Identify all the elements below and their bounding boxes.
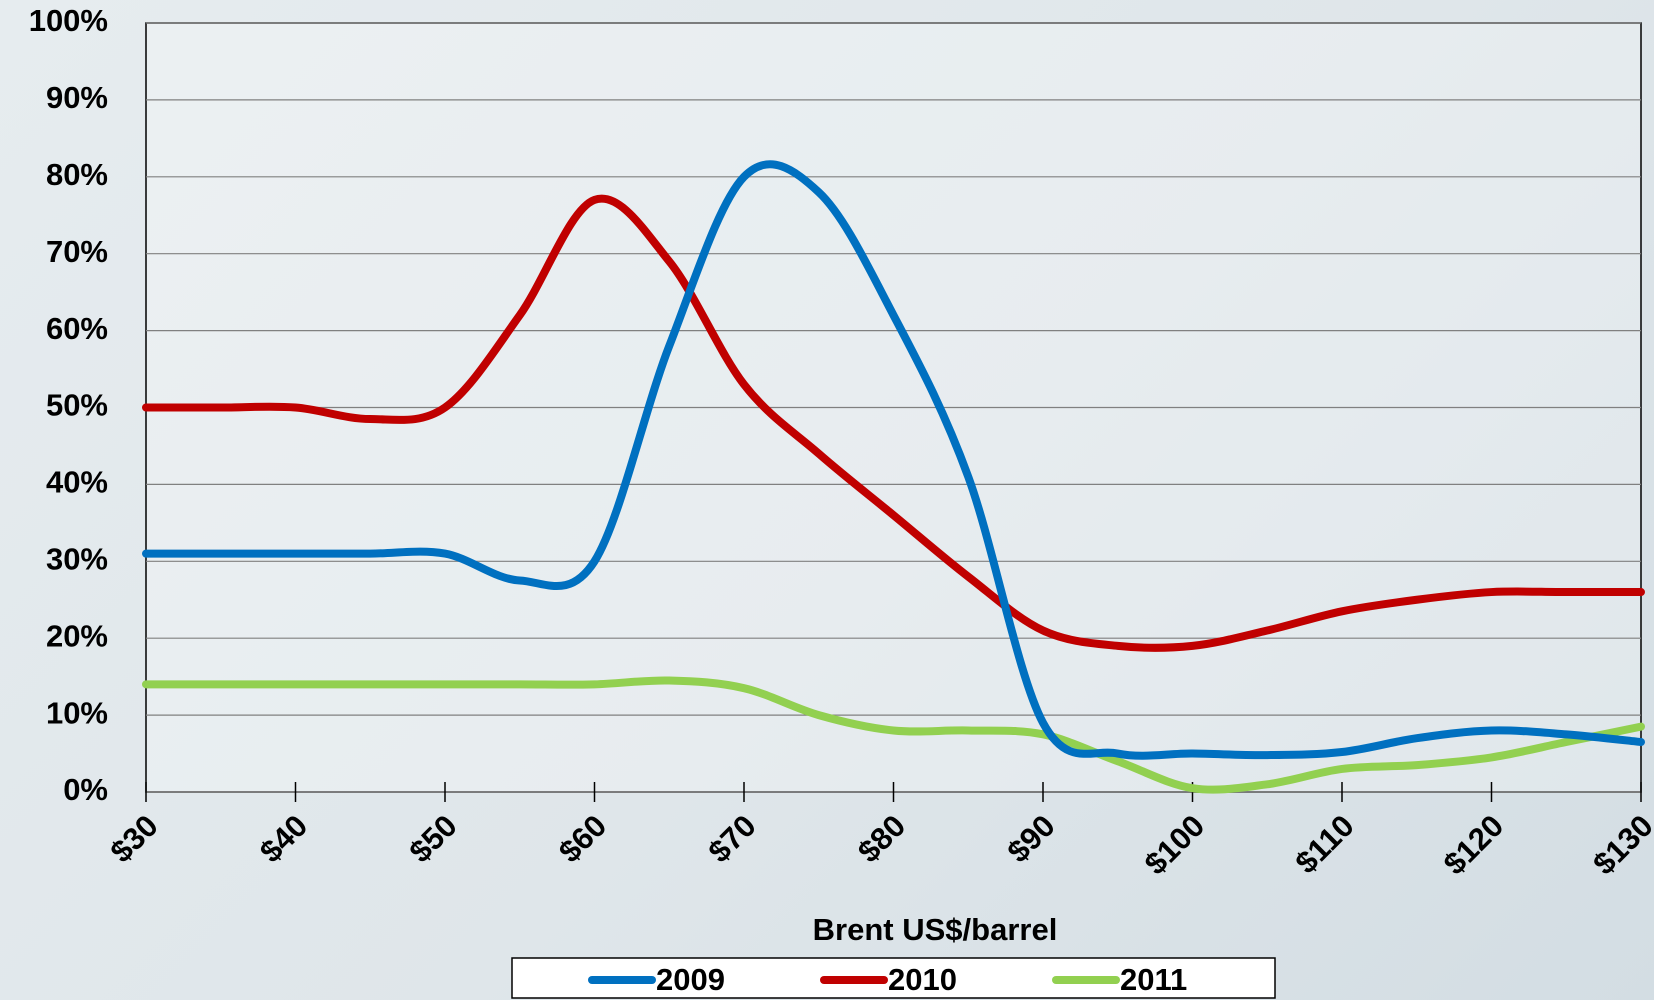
- legend-label: 2010: [888, 962, 957, 997]
- x-tick-label: $40: [253, 808, 314, 869]
- y-tick-label: 70%: [46, 234, 108, 269]
- y-tick-label: 0%: [63, 772, 108, 807]
- y-tick-label: 80%: [46, 157, 108, 192]
- series-line: [142, 194, 1645, 652]
- y-tick-label: 20%: [46, 618, 108, 653]
- series-line: [142, 160, 1645, 760]
- y-tick-label: 10%: [46, 695, 108, 730]
- x-axis-title: Brent US$/barrel: [813, 912, 1058, 947]
- x-tick-label: $90: [1000, 808, 1061, 869]
- x-tick-label: $100: [1138, 808, 1212, 882]
- y-tick-label: 30%: [46, 541, 108, 576]
- x-tick-label: $120: [1437, 808, 1511, 882]
- legend-label: 2009: [656, 962, 725, 997]
- y-tick-label: 100%: [29, 3, 108, 38]
- legend-label: 2011: [1120, 962, 1187, 997]
- x-tick-label: $30: [103, 808, 164, 869]
- x-tick-label: $70: [701, 808, 762, 869]
- y-tick-label: 50%: [46, 388, 108, 423]
- series-line: [142, 676, 1645, 794]
- x-tick-label: $110: [1288, 808, 1360, 880]
- x-tick-label: $60: [552, 808, 613, 869]
- y-tick-label: 40%: [46, 465, 108, 500]
- x-tick-label: $50: [402, 808, 463, 869]
- y-tick-label: 60%: [46, 311, 108, 346]
- x-tick-label: $130: [1586, 808, 1654, 882]
- y-tick-label: 90%: [46, 80, 108, 115]
- x-tick-label: $80: [851, 808, 912, 869]
